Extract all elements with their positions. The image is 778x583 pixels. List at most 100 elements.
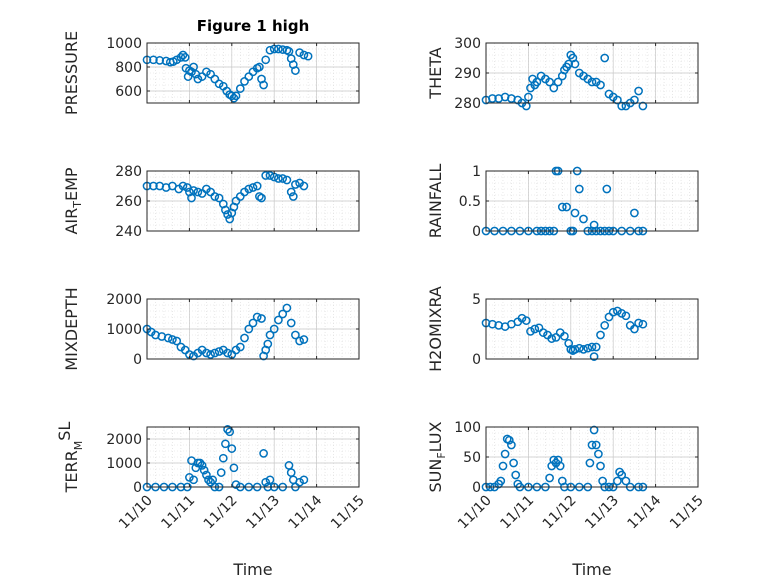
terrain-msl-xtick-label: 11/12 — [201, 493, 241, 533]
h2o-mixing-ratio-point — [604, 312, 614, 322]
h2o-mixing-ratio-ytick-label: 5 — [472, 292, 481, 308]
sun-flux-xtick-label: 11/13 — [582, 493, 622, 533]
pressure-ytick-label: 1000 — [106, 36, 142, 52]
h2o-mixing-ratio-point — [570, 345, 580, 354]
sun-flux-point — [587, 440, 597, 450]
theta-ytick-label: 300 — [454, 36, 481, 52]
terrain-msl-xtick-label: 11/15 — [328, 493, 368, 533]
sun-flux-point — [596, 461, 605, 471]
pressure-point — [227, 91, 237, 101]
pressure-point — [235, 84, 245, 93]
theta-point — [532, 77, 542, 87]
pressure-point — [244, 72, 254, 81]
h2o-mixing-ratio-ytick-label: 0 — [472, 352, 481, 368]
pressure-point — [202, 67, 211, 77]
rainfall-point — [562, 202, 571, 212]
h2o-mixing-ratio-point — [589, 352, 599, 361]
mixdepth-point — [257, 314, 266, 323]
terrain-msl-xtick-label: 11/13 — [243, 493, 283, 533]
subplot-air-temp: 240 260 280 AIRTEMP — [62, 164, 360, 240]
pressure-series — [142, 44, 313, 103]
terrain-msl-point — [299, 475, 309, 485]
air-temp-ytick-label: 240 — [115, 224, 142, 240]
terrain-msl-point — [199, 465, 209, 475]
pressure-point — [155, 56, 165, 65]
h2o-mixing-ratio-axes-box — [485, 298, 699, 360]
sun-flux-point — [509, 458, 518, 468]
mixdepth-point — [163, 333, 173, 343]
mixdepth-point — [214, 347, 224, 356]
theta-ytick-label: 280 — [454, 96, 481, 112]
mixdepth-point — [274, 315, 283, 325]
terrain-msl-point — [202, 470, 211, 480]
theta-point — [488, 94, 497, 103]
terrain-msl-point — [231, 480, 241, 489]
air-temp-point — [187, 193, 196, 203]
air-temp-point — [223, 210, 232, 219]
pressure-point — [214, 79, 224, 89]
mixdepth-point — [252, 312, 262, 322]
mixdepth-point — [291, 330, 300, 340]
h2o-mixing-ratio-point — [579, 345, 588, 354]
h2o-mixing-ratio-point — [591, 342, 601, 352]
air-temp-point — [231, 196, 241, 206]
theta-point — [634, 86, 643, 96]
h2o-mixing-ratio-point — [630, 324, 639, 334]
subplot-sun-flux: 0 50 100 SUNFLUX 11/10 11/11 11/12 11/13 11/14 11… — [426, 420, 707, 579]
pressure-point — [240, 77, 249, 86]
terrain-msl-xtick-label: 11/11 — [158, 493, 198, 533]
terrain-msl-xtick-label: 11/10 — [116, 493, 156, 533]
mixdepth-point — [278, 309, 288, 319]
pressure-point — [303, 51, 313, 61]
h2o-mixing-ratio-point — [621, 311, 631, 321]
theta-point — [600, 53, 610, 63]
theta-point — [638, 101, 648, 111]
mixdepth-point — [206, 350, 215, 359]
terrain-msl-point — [221, 439, 230, 449]
sun-flux-point — [589, 425, 599, 435]
h2o-mixing-ratio-series — [481, 306, 648, 361]
mixdepth-point — [286, 318, 296, 328]
h2o-mixing-ratio-point — [538, 328, 548, 337]
h2o-mixing-ratio-point — [534, 323, 544, 333]
pressure-point — [172, 55, 182, 65]
terrain-msl-ytick-label: 1000 — [106, 456, 142, 472]
rainfall-point — [630, 208, 639, 218]
pressure-point — [291, 66, 300, 75]
sun-flux-point — [511, 470, 521, 480]
h2o-mixing-ratio-point — [617, 309, 627, 318]
h2o-mixing-ratio-point — [583, 343, 593, 353]
air-temp-point — [282, 175, 292, 185]
sun-flux-point — [507, 440, 516, 450]
theta-point — [613, 95, 622, 105]
theta-series — [481, 50, 648, 111]
sun-flux-xtick-label: 11/11 — [497, 493, 537, 533]
pressure-point — [274, 44, 283, 54]
rainfall-ylabel: RAINFALL — [426, 164, 445, 239]
mixdepth-ytick-label: 1000 — [106, 322, 142, 338]
rainfall-point — [570, 208, 580, 218]
terrain-msl-point — [261, 477, 271, 487]
sun-flux-point — [591, 440, 601, 450]
rainfall-ytick-label: 0.5 — [459, 194, 481, 210]
theta-point — [630, 95, 639, 105]
pressure-point — [295, 48, 304, 57]
air-temp-ylabel: AIRTEMP — [62, 167, 84, 234]
h2o-mixing-ratio-point — [634, 318, 643, 328]
terrain-msl-point — [223, 425, 232, 434]
air-temp-point — [274, 174, 283, 183]
air-temp-point — [244, 184, 254, 194]
mixdepth-point — [244, 324, 254, 334]
sun-flux-point — [555, 461, 565, 471]
h2o-mixing-ratio-point — [530, 324, 540, 334]
air-temp-point — [261, 171, 271, 180]
sun-flux-point — [617, 470, 627, 480]
subplot-theta: 280 290 300 THETA — [426, 36, 699, 112]
h2o-mixing-ratio-point — [517, 313, 527, 323]
sun-flux-point — [496, 476, 506, 486]
sun-flux-ytick-label: 50 — [463, 450, 481, 466]
sun-flux-ytick-label: 100 — [454, 420, 481, 436]
h2o-mixing-ratio-point — [600, 321, 610, 330]
mixdepth-point — [235, 342, 245, 352]
